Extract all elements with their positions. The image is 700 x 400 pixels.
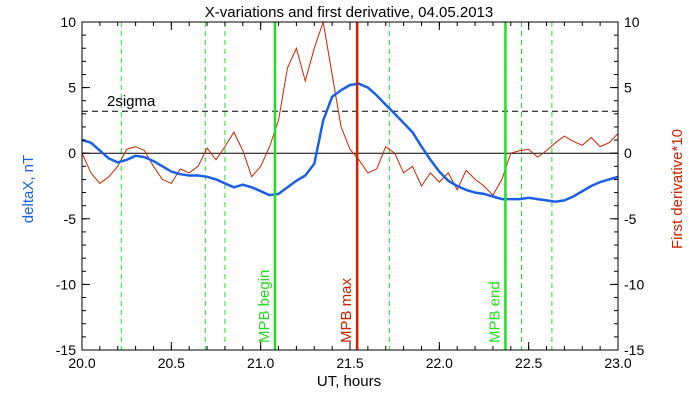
y-tick-label-right: -15 xyxy=(624,342,644,358)
y-tick-label-right: 10 xyxy=(624,14,640,30)
x-tick-label: 20.5 xyxy=(158,355,185,371)
y-tick-label-right: -10 xyxy=(624,276,644,292)
y-tick-label-left: -10 xyxy=(56,276,76,292)
x-axis-title: UT, hours xyxy=(317,373,381,390)
sigma-label: 2sigma xyxy=(107,93,156,110)
y-tick-label-right: 0 xyxy=(624,145,632,161)
x-tick-label: 20.0 xyxy=(68,355,95,371)
marker-label: MPB begin xyxy=(256,270,273,343)
x-tick-label: 23.0 xyxy=(604,355,631,371)
x-tick-label: 22.5 xyxy=(515,355,542,371)
y-tick-label-left: 0 xyxy=(68,145,76,161)
y-tick-label-right: -5 xyxy=(624,211,637,227)
chart-title: X-variations and first derivative, 04.05… xyxy=(205,4,494,21)
x-tick-label: 22.0 xyxy=(426,355,453,371)
y-tick-label-left: 10 xyxy=(60,14,76,30)
y-axis-left-title: deltaX, nT xyxy=(20,155,37,223)
x-tick-label: 21.0 xyxy=(247,355,274,371)
x-tick-label: 21.5 xyxy=(336,355,363,371)
y-tick-label-left: -15 xyxy=(56,342,76,358)
derivative-series-line xyxy=(81,21,619,197)
y-tick-label-right: 5 xyxy=(624,80,632,96)
deltax-series-line xyxy=(81,82,619,203)
y-tick-label-left: 5 xyxy=(68,80,76,96)
y-tick-label-left: -5 xyxy=(64,211,77,227)
y-axis-right-title: First derivative*10 xyxy=(669,129,686,249)
marker-label: MPB max xyxy=(338,277,355,343)
marker-label: MPB end xyxy=(486,281,503,343)
